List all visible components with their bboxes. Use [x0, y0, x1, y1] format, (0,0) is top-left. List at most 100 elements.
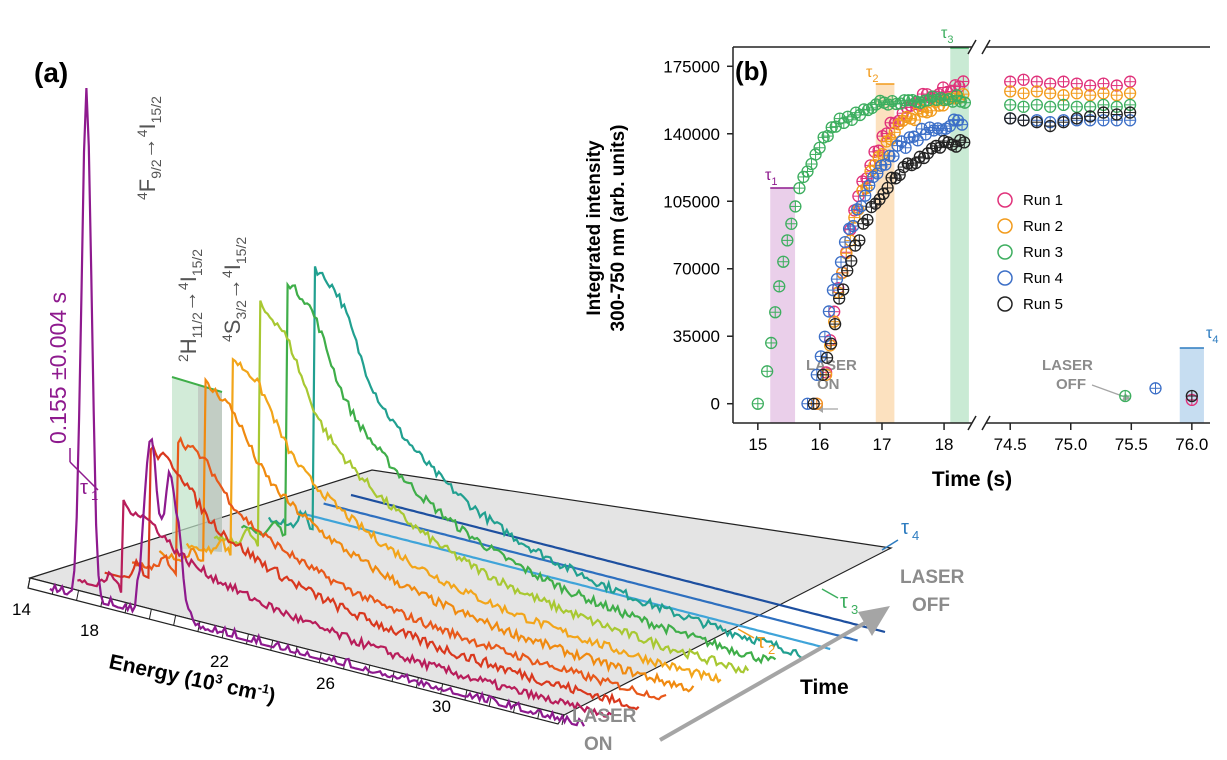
spectrum-line — [49, 88, 585, 727]
ytick-label: 175000 — [663, 57, 720, 76]
data-point — [807, 397, 820, 410]
time-arrow-head — [858, 606, 890, 636]
data-point — [1030, 98, 1044, 111]
legend-item: Run 3 — [997, 244, 1063, 261]
data-point — [818, 330, 832, 343]
data-point — [881, 181, 894, 195]
energy-axis-label: Energy (103 cm-1) — [107, 648, 278, 708]
ruler-tick — [27, 577, 31, 589]
tau3-b: τ3 — [941, 25, 953, 46]
data-point — [1004, 112, 1017, 125]
data-point — [1110, 89, 1123, 102]
data-point — [1004, 98, 1017, 111]
data-point — [751, 397, 764, 410]
legend-item: Run 5 — [997, 296, 1063, 313]
data-point — [1083, 89, 1097, 102]
tau2-b: τ2 — [866, 64, 878, 85]
tau4-a: τ 4 — [881, 517, 919, 551]
data-point — [957, 75, 970, 88]
tau2-a: τ 2 — [737, 628, 775, 657]
svg-text:3: 3 — [851, 602, 858, 617]
data-point — [826, 283, 840, 297]
data-point — [1004, 85, 1017, 98]
data-point — [845, 254, 858, 268]
data-point — [899, 141, 912, 154]
energy-tick-14: 14 — [12, 600, 31, 619]
svg-text:τ: τ — [80, 477, 88, 499]
legend-label: Run 4 — [1023, 270, 1063, 287]
data-point — [1044, 119, 1057, 133]
laser-off-a-line1: LASER — [900, 567, 965, 588]
data-point — [1070, 100, 1083, 113]
data-point — [846, 219, 860, 233]
tau1-a: τ 1 — [80, 477, 98, 503]
svg-text:τ: τ — [757, 631, 765, 653]
data-point — [1070, 87, 1083, 100]
data-point — [1057, 98, 1070, 111]
laser-on-a-line1: LASER — [572, 706, 637, 727]
data-point — [824, 337, 838, 350]
transition-4S32: 4S3/2→4I15/2 — [219, 237, 249, 342]
panel-a-label: (a) — [34, 57, 68, 88]
panel-b-xticks: 15 16 17 18 74.5 75.0 75.5 76.0 — [748, 423, 1208, 454]
data-point — [1017, 73, 1030, 86]
data-point — [887, 150, 900, 163]
time-constant-label: 0.155 ±0.004 s — [45, 292, 71, 444]
data-point — [1017, 87, 1030, 100]
data-point — [859, 189, 872, 202]
laser-off-b-line1: LASER — [1042, 357, 1093, 374]
data-point — [789, 200, 802, 213]
data-point — [861, 213, 874, 227]
spectrum-line — [267, 266, 804, 659]
data-point — [853, 234, 866, 247]
data-point — [1030, 116, 1044, 129]
data-point — [1044, 87, 1057, 100]
data-point — [1123, 106, 1137, 119]
legend-label: Run 2 — [1023, 218, 1063, 235]
xtick-label: 75.0 — [1054, 435, 1087, 454]
data-point — [1057, 116, 1070, 129]
data-point — [830, 272, 844, 286]
spectrum-line — [77, 499, 613, 718]
panel-a: (a) 14 18 22 26 30 Energy (103 cm-1) LAS… — [12, 57, 965, 755]
data-point — [950, 89, 963, 102]
laser-off-b-arrowhead — [1122, 393, 1131, 401]
panel-b-yticks: 0 35000 70000 105000 140000 175000 — [663, 57, 733, 414]
xtick-label: 18 — [935, 435, 954, 454]
ytick-label: 70000 — [673, 260, 720, 279]
data-point — [1057, 75, 1070, 88]
data-point — [955, 118, 969, 131]
transition-2H112: 2H11/2→4I15/2 — [175, 249, 205, 362]
panel-b: 0 35000 70000 105000 140000 175000 15 16 17 18 74… — [584, 18, 1218, 491]
ruler-tick — [270, 640, 274, 651]
legend-item: Run 4 — [997, 270, 1063, 287]
ruler-tick — [245, 633, 249, 645]
data-point — [765, 336, 778, 350]
data-point — [1097, 87, 1110, 100]
data-point — [777, 255, 790, 268]
data-point — [1017, 100, 1030, 113]
svg-text:1: 1 — [91, 488, 98, 503]
tau1-b: τ1 — [765, 167, 777, 188]
panel-b-points — [751, 73, 1198, 410]
ytick-label: 0 — [711, 395, 720, 414]
svg-text:2H11/2→4I15/2: 2H11/2→4I15/2 — [175, 249, 205, 362]
xtick-label: 75.5 — [1115, 435, 1148, 454]
spectrum-line — [185, 357, 722, 684]
xtick-label: 17 — [873, 435, 892, 454]
data-point — [911, 134, 924, 147]
data-point — [1119, 389, 1132, 403]
spectrum-line — [158, 376, 695, 693]
energy-tick-22: 22 — [210, 652, 229, 671]
ruler-tick — [76, 590, 80, 601]
ytick-label: 140000 — [663, 125, 720, 144]
ruler-tick — [173, 615, 177, 626]
svg-text:4S3/2→4I15/2: 4S3/2→4I15/2 — [219, 237, 249, 342]
svg-text:4: 4 — [912, 528, 919, 543]
spectrum-line — [240, 281, 777, 665]
transition-4F92: 4F9/2→4I15/2 — [134, 96, 164, 200]
data-point — [813, 141, 826, 154]
data-point — [1044, 100, 1057, 113]
ruler-tick — [318, 652, 322, 663]
